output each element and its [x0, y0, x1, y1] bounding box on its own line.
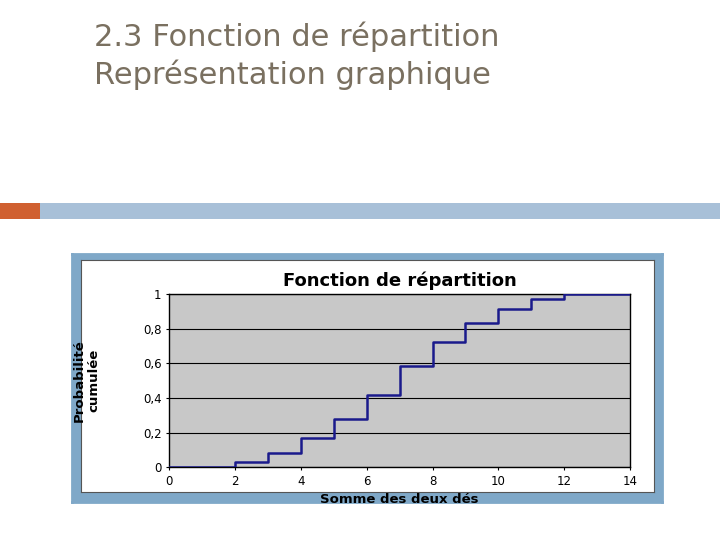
Text: Probabilité
cumulée: Probabilité cumulée: [72, 339, 100, 422]
X-axis label: Somme des deux dés: Somme des deux dés: [320, 494, 479, 507]
Title: Fonction de répartition: Fonction de répartition: [283, 272, 516, 290]
Text: 2.3 Fonction de répartition
Représentation graphique: 2.3 Fonction de répartition Représentati…: [94, 22, 499, 90]
